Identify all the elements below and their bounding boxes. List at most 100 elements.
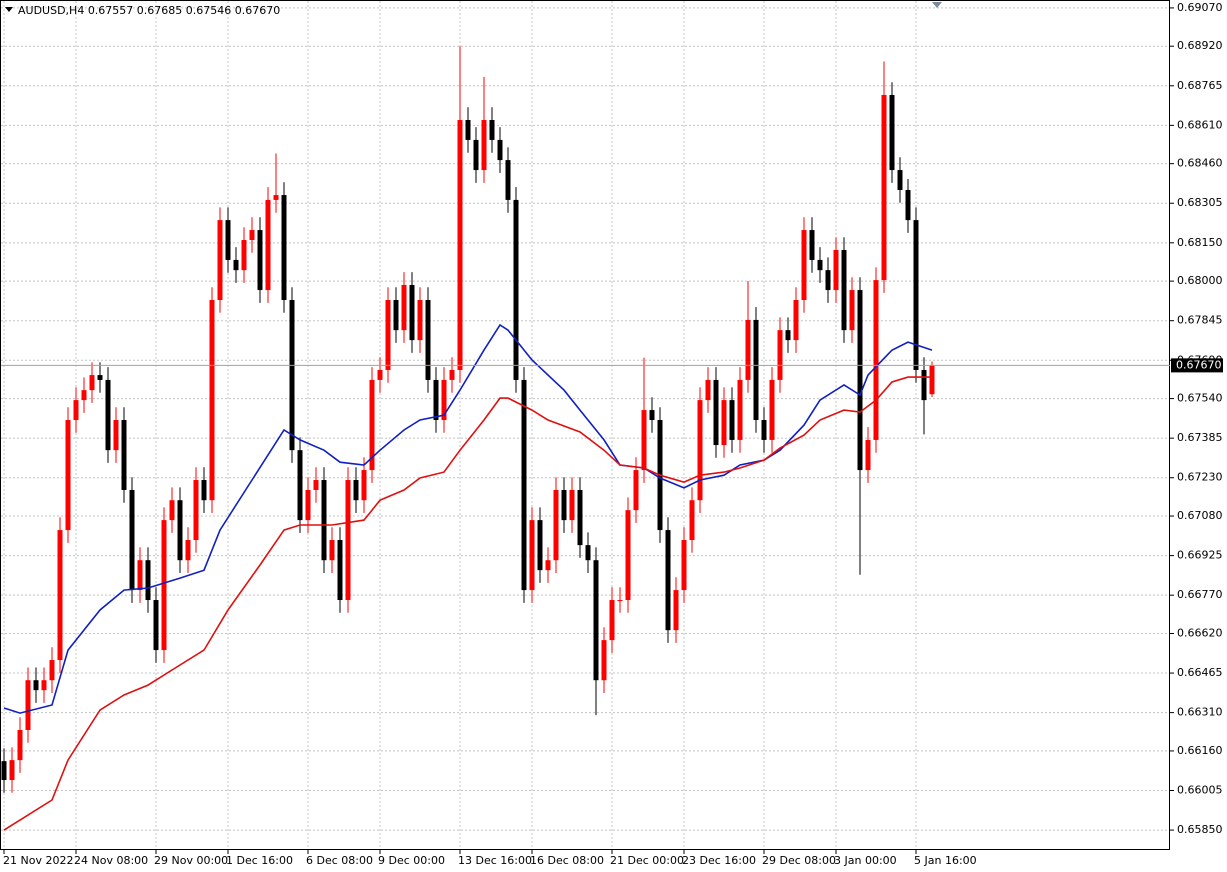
- candle-body: [793, 300, 799, 341]
- candle-body: [185, 540, 191, 561]
- shift-marker: [932, 2, 942, 8]
- candle-body: [721, 400, 727, 446]
- candle-body: [897, 170, 903, 190]
- candle-body: [177, 500, 183, 561]
- candle-body: [137, 560, 143, 591]
- candle-body: [9, 760, 15, 781]
- y-tick-label: 0.69070: [1177, 1, 1223, 14]
- y-tick-label: 0.67230: [1177, 471, 1223, 484]
- candle-body: [737, 379, 743, 440]
- candle-body: [713, 379, 719, 446]
- candle-body: [785, 330, 791, 341]
- x-tick-label: 1 Dec 16:00: [226, 854, 293, 867]
- candle-body: [97, 375, 103, 380]
- candle-body: [129, 489, 135, 591]
- x-tick-label: 23 Dec 16:00: [682, 854, 756, 867]
- candle-body: [25, 680, 31, 730]
- y-tick-label: 0.65850: [1177, 823, 1223, 836]
- candle-body: [321, 480, 327, 561]
- candle-body: [801, 230, 807, 301]
- candle-body: [705, 379, 711, 401]
- candle-body: [809, 230, 815, 260]
- candle-body: [57, 530, 63, 661]
- candle-body: [593, 560, 599, 681]
- candle-body: [217, 220, 223, 301]
- candle-body: [449, 369, 455, 380]
- candle-body: [361, 470, 367, 501]
- y-tick-label: 0.66770: [1177, 588, 1223, 601]
- candle-body: [761, 420, 767, 440]
- candle-body: [289, 300, 295, 451]
- moving-average: [3, 376, 932, 831]
- current-price-box: [1171, 358, 1223, 373]
- candle-body: [41, 680, 47, 691]
- candle-body: [729, 400, 735, 440]
- x-tick-label: 3 Jan 00:00: [834, 854, 897, 867]
- candle-body: [577, 489, 583, 546]
- candle-body: [465, 120, 471, 140]
- candle-body: [625, 510, 631, 601]
- candle-body: [889, 94, 895, 171]
- candle-body: [89, 375, 95, 391]
- current-price-label: 0.67670: [1176, 358, 1222, 371]
- candle-body: [929, 365, 935, 395]
- candle-body: [201, 480, 207, 501]
- candle-body: [441, 379, 447, 421]
- candle-body: [505, 160, 511, 200]
- candle-body: [121, 420, 127, 490]
- candle-body: [697, 400, 703, 501]
- candle-body: [169, 500, 175, 521]
- y-tick-label: 0.68305: [1177, 196, 1223, 209]
- candle-body: [209, 300, 215, 501]
- y-tick-label: 0.67385: [1177, 431, 1223, 444]
- candle-body: [33, 680, 39, 691]
- candle-body: [105, 379, 111, 451]
- candle-body: [777, 330, 783, 380]
- candle-body: [233, 259, 239, 271]
- y-tick-label: 0.68920: [1177, 39, 1223, 52]
- y-tick-label: 0.66005: [1177, 784, 1223, 797]
- candle-body: [433, 379, 439, 421]
- candle-body: [65, 420, 71, 531]
- candle-body: [873, 280, 879, 440]
- candle-body: [833, 249, 839, 291]
- candle-body: [609, 600, 615, 641]
- candle-body: [241, 240, 247, 271]
- candle-body: [225, 220, 231, 260]
- candle-body: [377, 369, 383, 380]
- candle-body: [425, 300, 431, 380]
- candle-body: [481, 120, 487, 171]
- candle-body: [753, 319, 759, 421]
- y-tick-label: 0.68765: [1177, 79, 1223, 92]
- candle-body: [257, 230, 263, 291]
- candle-body: [905, 189, 911, 221]
- y-tick-label: 0.67845: [1177, 314, 1223, 327]
- candle-body: [145, 560, 151, 601]
- candle-body: [665, 530, 671, 631]
- y-tick-label: 0.66310: [1177, 706, 1223, 719]
- candle-body: [497, 139, 503, 161]
- x-tick-label: 16 Dec 08:00: [530, 854, 604, 867]
- x-tick-label: 6 Dec 08:00: [306, 854, 373, 867]
- candle-body: [305, 489, 311, 521]
- y-tick-label: 0.66620: [1177, 626, 1223, 639]
- candle-body: [249, 230, 255, 241]
- candle-body: [49, 660, 55, 681]
- candle-body: [385, 300, 391, 370]
- candle-body: [649, 410, 655, 421]
- candle-body: [265, 199, 271, 291]
- candle-body: [513, 199, 519, 380]
- candle-body: [1, 761, 7, 781]
- candle-body: [193, 480, 199, 541]
- candle-body: [881, 94, 887, 281]
- plot-frame: [0, 0, 1170, 850]
- candle-body: [537, 520, 543, 571]
- y-tick-label: 0.66465: [1177, 666, 1223, 679]
- candle-body: [353, 480, 359, 501]
- x-tick-label: 29 Nov 00:00: [154, 854, 228, 867]
- x-tick-label: 21 Dec 00:00: [610, 854, 684, 867]
- candle-body: [281, 195, 287, 301]
- y-tick-label: 0.67080: [1177, 509, 1223, 522]
